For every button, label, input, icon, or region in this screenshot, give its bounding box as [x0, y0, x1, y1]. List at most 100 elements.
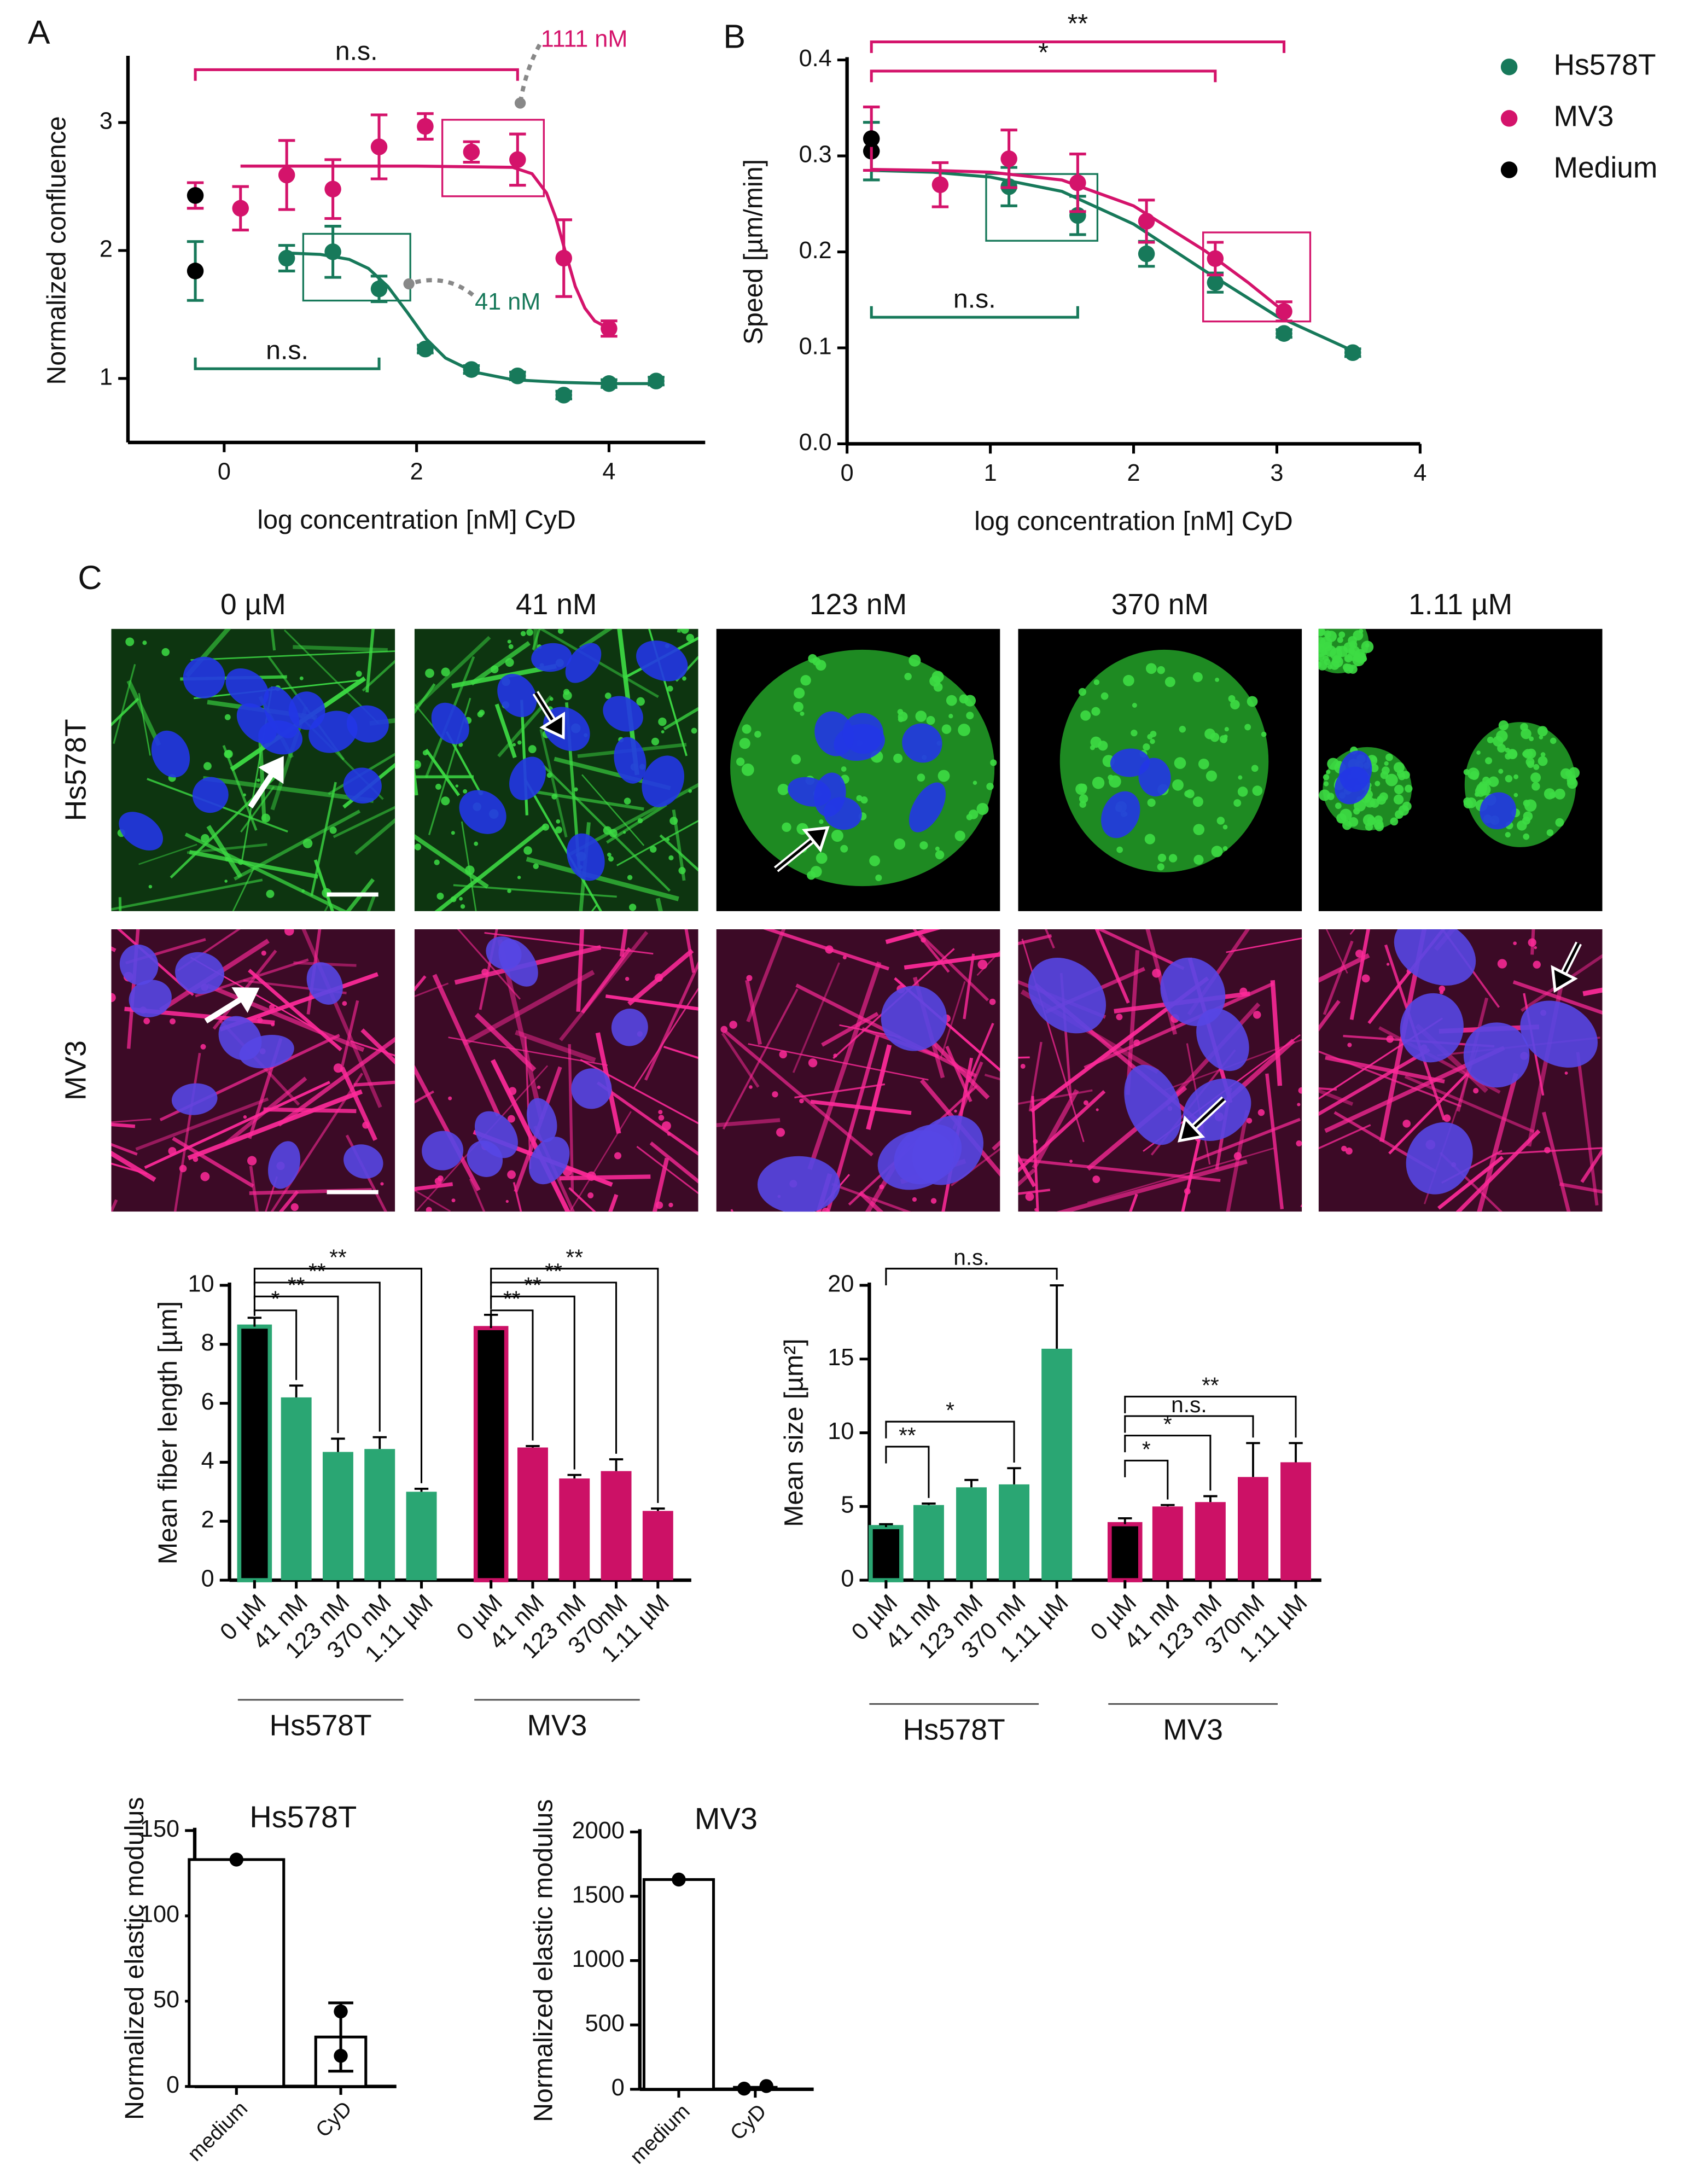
group-label: Hs578T	[270, 1710, 372, 1742]
actin-speck	[329, 826, 337, 834]
actin-speck	[257, 1017, 263, 1023]
nucleus	[459, 790, 506, 834]
actin-fiber	[340, 1067, 377, 1141]
actin-speck	[1507, 749, 1518, 759]
actin-fiber	[1318, 1088, 1354, 1106]
actin-speck	[148, 884, 153, 889]
actin-speck	[815, 660, 826, 671]
y-axis-label: Mean size [µm²]	[779, 1338, 808, 1527]
actin-fiber	[1388, 1073, 1468, 1155]
actin-speck	[1564, 1071, 1568, 1075]
actin-speck	[1251, 765, 1259, 772]
actin-speck	[933, 683, 943, 692]
actin-fiber	[649, 1141, 698, 1184]
actin-speck	[915, 710, 927, 722]
data-point	[555, 387, 572, 404]
actin-speck	[1546, 829, 1554, 836]
actin-speck	[919, 841, 928, 850]
actin-speck	[1157, 853, 1167, 863]
actin-fiber	[746, 929, 786, 1023]
actin-speck	[1116, 1014, 1123, 1021]
column-label: 123 nM	[810, 589, 907, 621]
actin-speck	[1524, 799, 1537, 812]
nucleus	[119, 812, 164, 851]
actin-speck	[1323, 774, 1330, 781]
actin-fiber	[484, 931, 654, 955]
actin-speck	[1147, 798, 1156, 807]
actin-speck	[636, 697, 645, 706]
callout-arrow-head	[403, 278, 415, 290]
cell-body	[730, 649, 995, 887]
nucleus	[614, 737, 647, 784]
actin-speck	[1539, 735, 1544, 739]
actin-fiber	[606, 803, 667, 844]
actin-speck	[777, 784, 789, 795]
data-point	[229, 1853, 244, 1867]
data-point	[463, 143, 480, 161]
actin-speck	[1133, 1039, 1140, 1046]
actin-fiber	[559, 1174, 651, 1181]
actin-speck	[1522, 750, 1529, 758]
actin-speck	[1145, 663, 1157, 674]
actin-speck	[1116, 846, 1123, 853]
x-tick-label: 2	[1127, 460, 1140, 486]
actin-speck	[563, 691, 572, 701]
data-point	[737, 2081, 752, 2096]
actin-speck	[1237, 787, 1248, 797]
actin-fiber	[684, 929, 696, 973]
legend-marker	[1500, 59, 1518, 75]
bar	[559, 1478, 590, 1581]
arrow-shaft	[248, 773, 274, 808]
micrograph	[1018, 628, 1302, 911]
actin-speck	[1150, 731, 1157, 737]
actin-fiber	[453, 884, 617, 898]
actin-fiber	[448, 1036, 608, 1066]
actin-fiber	[659, 834, 698, 872]
y-tick-label: 1500	[572, 1882, 625, 1908]
y-tick-label: 10	[828, 1418, 854, 1445]
actin-speck	[935, 846, 940, 851]
actin-fiber	[461, 821, 477, 911]
actin-fiber	[1318, 953, 1370, 983]
data-point	[648, 372, 665, 389]
actin-fiber	[345, 878, 375, 911]
actin-fiber	[206, 983, 365, 1052]
nucleus	[422, 1131, 464, 1170]
actin-speck	[437, 1175, 444, 1181]
group-label: MV3	[527, 1710, 587, 1742]
actin-speck	[668, 1202, 673, 1208]
actin-speck	[1157, 666, 1165, 674]
actin-speck	[909, 654, 921, 667]
actin-speck	[1308, 651, 1318, 660]
actin-speck	[203, 762, 212, 771]
x-tick-label: CyD	[311, 2096, 357, 2142]
actin-fiber	[526, 857, 679, 901]
actin-speck	[1246, 1117, 1253, 1124]
actin-speck	[290, 1203, 299, 1212]
error-bar	[331, 1437, 345, 1452]
significance-bracket	[194, 68, 519, 81]
actin-fiber	[1056, 1159, 1248, 1212]
actin-speck	[1092, 1175, 1100, 1184]
actin-fiber	[1226, 1110, 1249, 1212]
actin-speck	[508, 644, 514, 649]
nucleus	[431, 702, 469, 744]
actin-speck	[629, 904, 637, 911]
callout-arrow	[408, 278, 474, 297]
data-point	[417, 118, 434, 135]
actin-speck	[1318, 632, 1319, 637]
actin-speck	[1367, 816, 1376, 825]
actin-speck	[1385, 753, 1393, 761]
actin-speck	[1379, 792, 1388, 801]
actin-speck	[1476, 750, 1481, 755]
y-tick-label: 1	[100, 364, 113, 390]
actin-speck	[680, 628, 689, 634]
significance-bracket	[885, 1267, 1058, 1285]
actin-speck	[658, 717, 667, 726]
actin-fiber	[113, 663, 136, 744]
actin-speck	[1386, 1035, 1394, 1043]
actin-speck	[1485, 757, 1493, 765]
significance-bracket	[870, 69, 1217, 83]
actin-speck	[808, 1058, 818, 1068]
actin-speck	[1338, 631, 1346, 638]
